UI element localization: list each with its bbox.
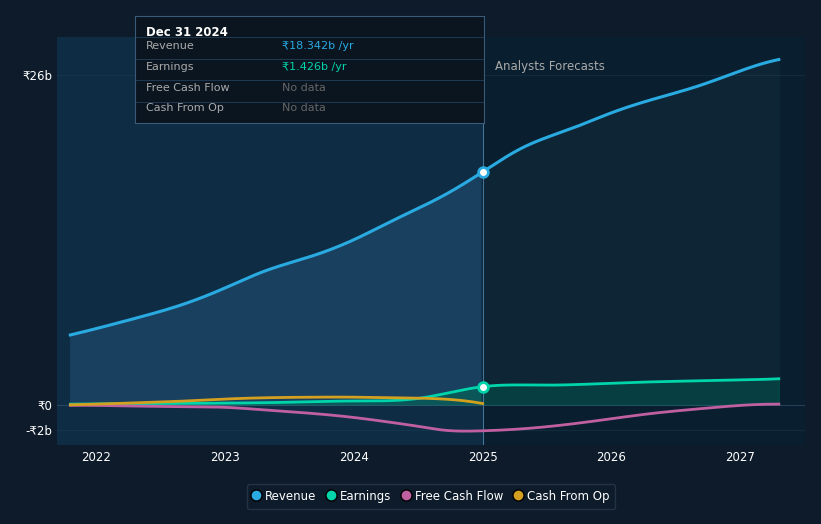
Text: ₹18.342b /yr: ₹18.342b /yr xyxy=(282,41,354,51)
Text: Free Cash Flow: Free Cash Flow xyxy=(146,83,230,93)
Legend: Revenue, Earnings, Free Cash Flow, Cash From Op: Revenue, Earnings, Free Cash Flow, Cash … xyxy=(247,484,615,509)
Text: Earnings: Earnings xyxy=(146,62,195,72)
Text: No data: No data xyxy=(282,103,326,113)
Text: Revenue: Revenue xyxy=(146,41,195,51)
Text: Past: Past xyxy=(452,60,476,72)
Bar xyxy=(483,37,805,445)
Text: Dec 31 2024: Dec 31 2024 xyxy=(146,26,227,39)
Text: No data: No data xyxy=(282,83,326,93)
Text: Cash From Op: Cash From Op xyxy=(146,103,224,113)
Text: ₹1.426b /yr: ₹1.426b /yr xyxy=(282,62,346,72)
Text: Analysts Forecasts: Analysts Forecasts xyxy=(495,60,605,72)
Bar xyxy=(57,37,483,445)
